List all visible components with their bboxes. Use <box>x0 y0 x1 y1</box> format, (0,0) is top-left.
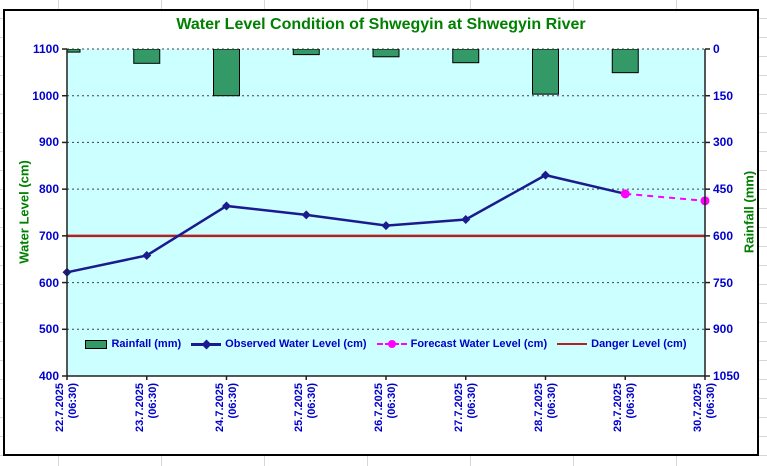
right-axis-tick-label: 600 <box>713 228 734 243</box>
chart-frame: Water Level Condition of Shwegyin at Shw… <box>3 9 759 456</box>
x-axis-category-label: 29.7.2025 (06:30) <box>612 383 638 432</box>
right-axis-tick-label: 750 <box>713 275 734 290</box>
left-axis-tick-label: 800 <box>38 182 59 197</box>
left-axis-tick-label: 500 <box>38 322 59 337</box>
x-axis-category-label: 30.7.2025 (06:30) <box>692 383 717 432</box>
legend-label-observed: Observed Water Level (cm) <box>225 338 367 350</box>
right-axis-tick-label: 0 <box>713 42 720 56</box>
legend-item-danger: Danger Level (cm) <box>557 338 687 350</box>
x-axis-category-label: 23.7.2025 (06:30) <box>133 383 159 432</box>
legend-item-observed: Observed Water Level (cm) <box>191 338 367 350</box>
legend: Rainfall (mm) Observed Water Level (cm) … <box>67 335 705 353</box>
right-axis-tick-label: 300 <box>713 135 734 150</box>
x-axis-category-label: 24.7.2025 (06:30) <box>213 383 239 432</box>
legend-item-rainfall: Rainfall (mm) <box>85 338 181 350</box>
x-axis-category-label: 26.7.2025 (06:30) <box>373 383 398 432</box>
x-axis-category-label: 22.7.2025 (06:30) <box>54 383 79 432</box>
chart-title: Water Level Condition of Shwegyin at Shw… <box>176 16 586 33</box>
left-axis-tick-label: 400 <box>38 369 59 383</box>
right-axis-tick-label: 900 <box>713 322 734 337</box>
legend-label-rainfall: Rainfall (mm) <box>111 338 182 350</box>
left-axis-tick-label: 1100 <box>32 42 59 56</box>
x-axis-category-label: 25.7.2025 (06:30) <box>293 383 319 432</box>
left-axis-tick-label: 1000 <box>32 88 59 103</box>
chart-plot-area <box>62 48 710 380</box>
observed-line-swatch <box>191 339 222 349</box>
left-axis-tick-label: 900 <box>38 135 59 150</box>
left-axis-tick-label: 600 <box>38 275 59 290</box>
rainfall-bar-swatch <box>85 339 108 349</box>
forecast-line-swatch <box>376 339 407 349</box>
legend-label-forecast: Forecast Water Level (cm) <box>410 338 548 350</box>
legend-item-forecast: Forecast Water Level (cm) <box>376 338 548 350</box>
right-axis-tick-label: 1050 <box>713 369 740 383</box>
legend-label-danger: Danger Level (cm) <box>591 338 687 350</box>
right-axis-tick-label: 150 <box>713 88 734 103</box>
right-axis-tick-label: 450 <box>713 182 734 197</box>
left-axis-tick-label: 700 <box>38 228 59 243</box>
danger-line-swatch <box>557 342 588 346</box>
x-axis-category-label: 28.7.2025 (06:30) <box>532 383 558 432</box>
x-axis-category-label: 27.7.2025 (06:30) <box>452 383 478 432</box>
